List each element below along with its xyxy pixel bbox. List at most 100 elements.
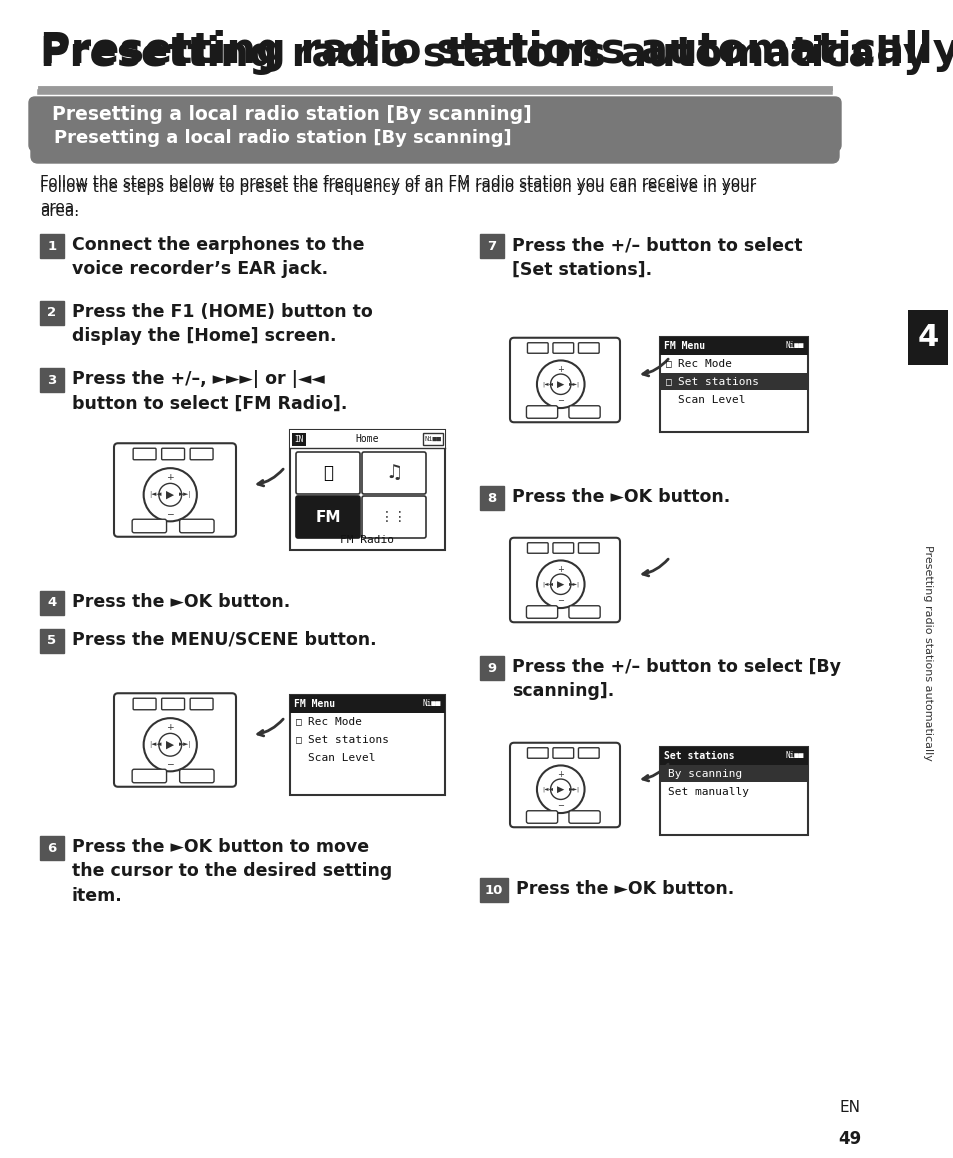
Text: Presetting radio stations automatically: Presetting radio stations automatically — [40, 35, 928, 75]
Text: Follow the steps below to preset the frequency of an FM radio station you can re: Follow the steps below to preset the fre… — [40, 179, 756, 195]
Text: IN: IN — [294, 434, 303, 444]
Text: Set stations: Set stations — [678, 378, 759, 387]
Text: area.: area. — [40, 200, 79, 215]
Text: □: □ — [295, 717, 301, 727]
Bar — [290, 695, 444, 713]
Bar — [290, 430, 444, 448]
Text: Set stations: Set stations — [308, 735, 389, 745]
FancyBboxPatch shape — [526, 405, 558, 418]
Text: Connect the earphones to the
voice recorder’s EAR jack.: Connect the earphones to the voice recor… — [71, 236, 364, 278]
Bar — [907, 310, 947, 365]
Text: 4: 4 — [917, 323, 938, 352]
FancyBboxPatch shape — [133, 698, 156, 710]
Text: EN: EN — [839, 1100, 860, 1115]
FancyBboxPatch shape — [527, 748, 548, 758]
Text: Rec Mode: Rec Mode — [678, 359, 731, 369]
Bar — [292, 433, 306, 446]
Text: □: □ — [665, 359, 671, 369]
Bar — [660, 373, 806, 390]
FancyBboxPatch shape — [190, 698, 213, 710]
Text: −: − — [557, 396, 563, 405]
Text: Scan Level: Scan Level — [308, 753, 375, 763]
FancyBboxPatch shape — [568, 405, 599, 418]
FancyBboxPatch shape — [295, 496, 359, 538]
Text: 8: 8 — [487, 491, 497, 505]
Text: 7: 7 — [487, 240, 497, 252]
FancyBboxPatch shape — [527, 543, 548, 554]
FancyBboxPatch shape — [526, 606, 558, 618]
FancyBboxPatch shape — [29, 97, 841, 151]
Text: Home: Home — [355, 434, 379, 444]
FancyBboxPatch shape — [553, 748, 573, 758]
Text: Press the MENU/SCENE button.: Press the MENU/SCENE button. — [71, 631, 376, 648]
Text: Press the F1 (HOME) button to
display the [Home] screen.: Press the F1 (HOME) button to display th… — [71, 303, 373, 345]
Bar — [659, 747, 807, 835]
Text: |◄◄: |◄◄ — [541, 581, 553, 587]
Text: Ni■■: Ni■■ — [784, 752, 803, 761]
FancyBboxPatch shape — [132, 769, 167, 783]
Text: +: + — [166, 474, 174, 482]
Text: Ni■■: Ni■■ — [784, 342, 803, 351]
Text: 4: 4 — [48, 596, 56, 609]
Text: FM: FM — [314, 510, 340, 525]
Text: □: □ — [665, 378, 671, 387]
Text: Press the ►OK button.: Press the ►OK button. — [71, 593, 290, 611]
FancyBboxPatch shape — [568, 606, 599, 618]
Text: −: − — [166, 510, 174, 519]
Bar — [659, 337, 807, 432]
Text: ▶: ▶ — [557, 380, 564, 389]
Text: Presetting a local radio station [By scanning]: Presetting a local radio station [By sca… — [54, 129, 511, 147]
Text: area.: area. — [40, 204, 79, 219]
Bar — [659, 337, 807, 356]
Bar — [40, 836, 64, 860]
Text: ⋮⋮: ⋮⋮ — [379, 510, 408, 525]
Text: ►►|: ►►| — [568, 581, 578, 587]
Text: 5: 5 — [48, 635, 56, 647]
Text: 2: 2 — [48, 307, 56, 320]
FancyBboxPatch shape — [510, 537, 619, 622]
FancyBboxPatch shape — [527, 343, 548, 353]
Text: Press the ►OK button.: Press the ►OK button. — [516, 880, 734, 897]
Text: ►►|: ►►| — [568, 381, 578, 387]
Text: Press the +/–, ►►►| or |◄◄
button to select [FM Radio].: Press the +/–, ►►►| or |◄◄ button to sel… — [71, 371, 347, 412]
FancyBboxPatch shape — [161, 448, 184, 460]
Bar — [479, 655, 503, 680]
Text: ►►|: ►►| — [568, 786, 578, 792]
Text: ▶: ▶ — [557, 785, 564, 793]
Text: ►►|: ►►| — [179, 491, 192, 498]
FancyBboxPatch shape — [132, 519, 167, 533]
Bar — [40, 301, 64, 325]
FancyBboxPatch shape — [113, 444, 235, 537]
Bar — [40, 368, 64, 393]
Text: |◄◄: |◄◄ — [149, 741, 161, 748]
Text: +: + — [557, 565, 563, 574]
Text: +: + — [557, 770, 563, 779]
Text: Presetting radio stations automatically: Presetting radio stations automatically — [40, 30, 953, 72]
Text: −: − — [166, 760, 174, 769]
Text: Set stations: Set stations — [663, 752, 734, 761]
Text: ►►|: ►►| — [179, 741, 192, 748]
Text: 1: 1 — [48, 240, 56, 252]
Text: ▶: ▶ — [557, 580, 564, 588]
Text: Presetting a local radio station [By scanning]: Presetting a local radio station [By sca… — [52, 105, 531, 125]
Text: 6: 6 — [48, 842, 56, 855]
Bar — [659, 747, 807, 765]
FancyBboxPatch shape — [179, 769, 213, 783]
FancyBboxPatch shape — [133, 448, 156, 460]
FancyBboxPatch shape — [113, 694, 235, 786]
FancyBboxPatch shape — [510, 338, 619, 423]
Bar — [40, 591, 64, 615]
Text: FM Menu: FM Menu — [663, 340, 704, 351]
FancyBboxPatch shape — [190, 448, 213, 460]
Text: ▶: ▶ — [166, 740, 174, 749]
Bar — [422, 433, 442, 445]
Text: 10: 10 — [484, 884, 502, 896]
Text: Press the ►OK button.: Press the ►OK button. — [512, 488, 729, 506]
Text: FM Radio: FM Radio — [340, 535, 395, 545]
Text: Follow the steps below to preset the frequency of an FM radio station you can re: Follow the steps below to preset the fre… — [40, 175, 756, 190]
FancyBboxPatch shape — [526, 811, 558, 823]
Text: |◄◄: |◄◄ — [149, 491, 161, 498]
Bar — [479, 234, 503, 258]
Text: |◄◄: |◄◄ — [541, 786, 553, 792]
Bar — [290, 430, 444, 550]
